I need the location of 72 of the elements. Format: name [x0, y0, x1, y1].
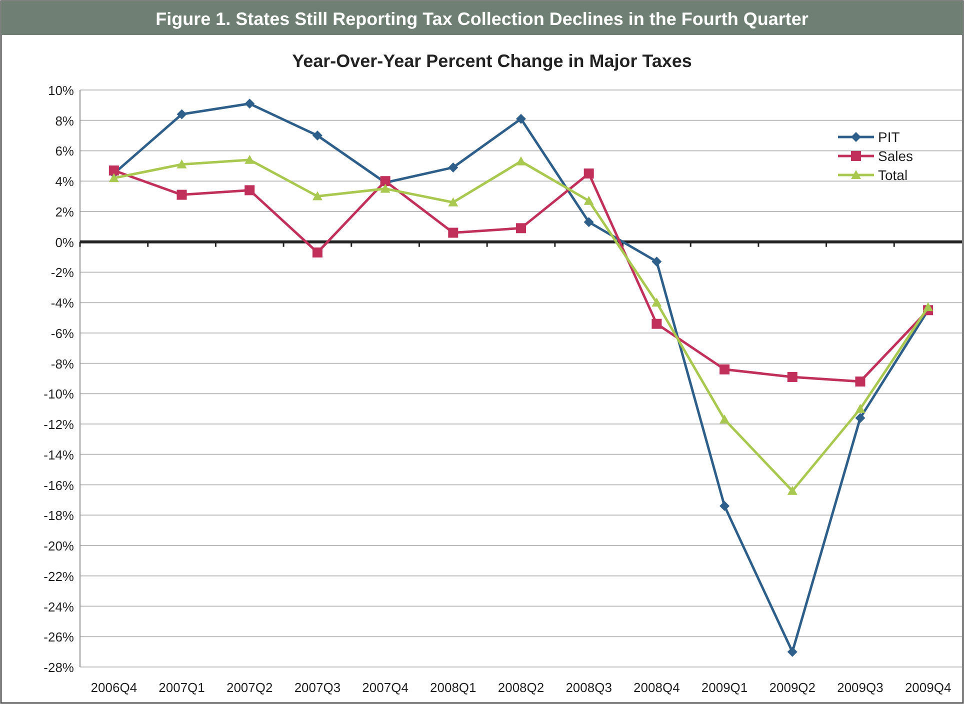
- y-tick-label: -10%: [44, 386, 74, 402]
- x-tick-label: 2006Q4: [90, 680, 138, 695]
- legend-label: PIT: [878, 129, 900, 145]
- x-tick-label: 2008Q2: [498, 680, 544, 695]
- point: [584, 217, 594, 228]
- y-tick-label: -8%: [50, 356, 74, 372]
- y-tick-label: 2%: [55, 204, 74, 220]
- x-tick-label: 2007Q4: [362, 680, 408, 695]
- x-tick-label: 2008Q4: [634, 680, 680, 695]
- point: [176, 190, 187, 200]
- y-tick-label: -2%: [50, 265, 74, 280]
- chart-title: Figure 1. States Still Reporting Tax Collection Declines in the Fourth Quarter: [156, 9, 808, 29]
- y-tick-label: -18%: [44, 508, 74, 524]
- point: [516, 156, 526, 166]
- x-tick-label: 2008Q3: [566, 680, 612, 695]
- point: [923, 302, 934, 312]
- point: [720, 414, 730, 424]
- point: [312, 191, 322, 200]
- point: [516, 223, 526, 234]
- y-tick-label: -4%: [50, 296, 74, 311]
- point: [176, 109, 187, 120]
- point: [652, 318, 662, 329]
- x-tick-label: 2009Q2: [769, 680, 816, 695]
- point: [108, 165, 119, 176]
- point: [787, 486, 798, 495]
- y-tick-label: 0%: [55, 234, 74, 250]
- point: [176, 159, 187, 168]
- point: [108, 173, 119, 182]
- point: [787, 372, 798, 382]
- point: [312, 130, 322, 141]
- chart-subtitle: Year-Over-Year Percent Change in Major Taxes: [292, 51, 692, 71]
- point: [584, 196, 594, 205]
- y-tick-label: 4%: [55, 174, 74, 190]
- point: [448, 197, 458, 206]
- point: [448, 228, 458, 238]
- y-tick-label: -20%: [44, 538, 74, 554]
- point: [584, 168, 594, 179]
- y-tick-label: 10%: [48, 83, 74, 98]
- y-tick-label: -24%: [44, 599, 74, 614]
- point: [312, 247, 322, 258]
- y-tick-label: -28%: [44, 660, 74, 675]
- point: [855, 376, 866, 387]
- point: [652, 298, 662, 307]
- y-tick-label: 8%: [55, 113, 74, 128]
- y-tick-label: -22%: [44, 568, 74, 584]
- point: [516, 114, 526, 124]
- point: [855, 412, 866, 423]
- y-tick-label: -26%: [44, 630, 74, 645]
- legend-label: Total: [878, 167, 908, 183]
- point: [720, 364, 730, 374]
- point: [652, 256, 662, 267]
- point: [244, 98, 255, 109]
- y-tick-label: -6%: [50, 326, 74, 341]
- x-tick-label: 2008Q1: [430, 680, 476, 695]
- point: [244, 185, 255, 196]
- legend-label: Sales: [878, 148, 914, 164]
- point: [244, 154, 255, 164]
- y-tick-label: -14%: [44, 447, 74, 462]
- x-tick-label: 2009Q1: [701, 680, 748, 695]
- x-tick-label: 2009Q4: [904, 680, 952, 695]
- point: [855, 404, 866, 413]
- x-tick-label: 2007Q2: [226, 680, 273, 695]
- point: [787, 646, 798, 657]
- y-tick-label: -16%: [44, 478, 74, 493]
- x-tick-label: 2009Q3: [837, 680, 884, 695]
- point: [448, 162, 458, 172]
- point: [380, 184, 390, 193]
- x-tick-label: 2007Q1: [158, 680, 205, 695]
- point: [720, 501, 730, 512]
- x-tick-label: 2007Q3: [294, 680, 341, 695]
- y-tick-label: -12%: [44, 417, 74, 432]
- y-tick-label: 6%: [55, 144, 74, 159]
